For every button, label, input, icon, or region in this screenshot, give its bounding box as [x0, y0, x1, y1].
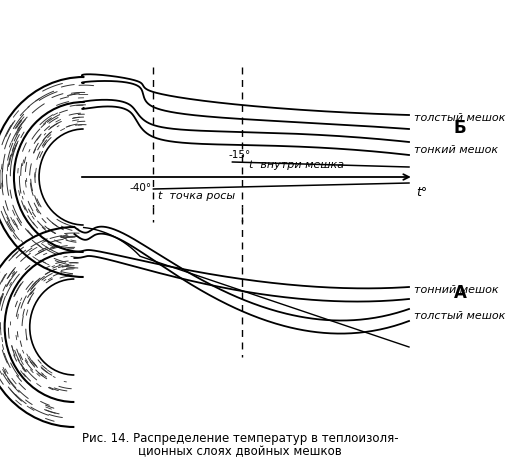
Text: толстый мешок: толстый мешок	[414, 113, 505, 123]
Text: ционных слоях двойных мешков: ционных слоях двойных мешков	[138, 444, 342, 457]
Text: t°: t°	[416, 186, 428, 199]
Text: тонкий мешок: тонкий мешок	[414, 144, 498, 155]
Text: t  точка росы: t точка росы	[158, 191, 235, 200]
Text: t  внутри мешка: t внутри мешка	[249, 160, 344, 169]
Text: тонний мешок: тонний мешок	[414, 284, 498, 294]
Polygon shape	[0, 227, 74, 427]
Polygon shape	[0, 78, 84, 277]
Text: Б: Б	[454, 119, 466, 137]
Text: А: А	[454, 283, 466, 301]
Polygon shape	[5, 252, 74, 402]
Text: -15°: -15°	[229, 150, 251, 160]
Polygon shape	[14, 103, 84, 252]
Text: Рис. 14. Распределение температур в теплоизоля-: Рис. 14. Распределение температур в тепл…	[82, 431, 398, 444]
Text: толстый мешок: толстый мешок	[414, 310, 505, 320]
Text: -40°: -40°	[130, 182, 152, 193]
